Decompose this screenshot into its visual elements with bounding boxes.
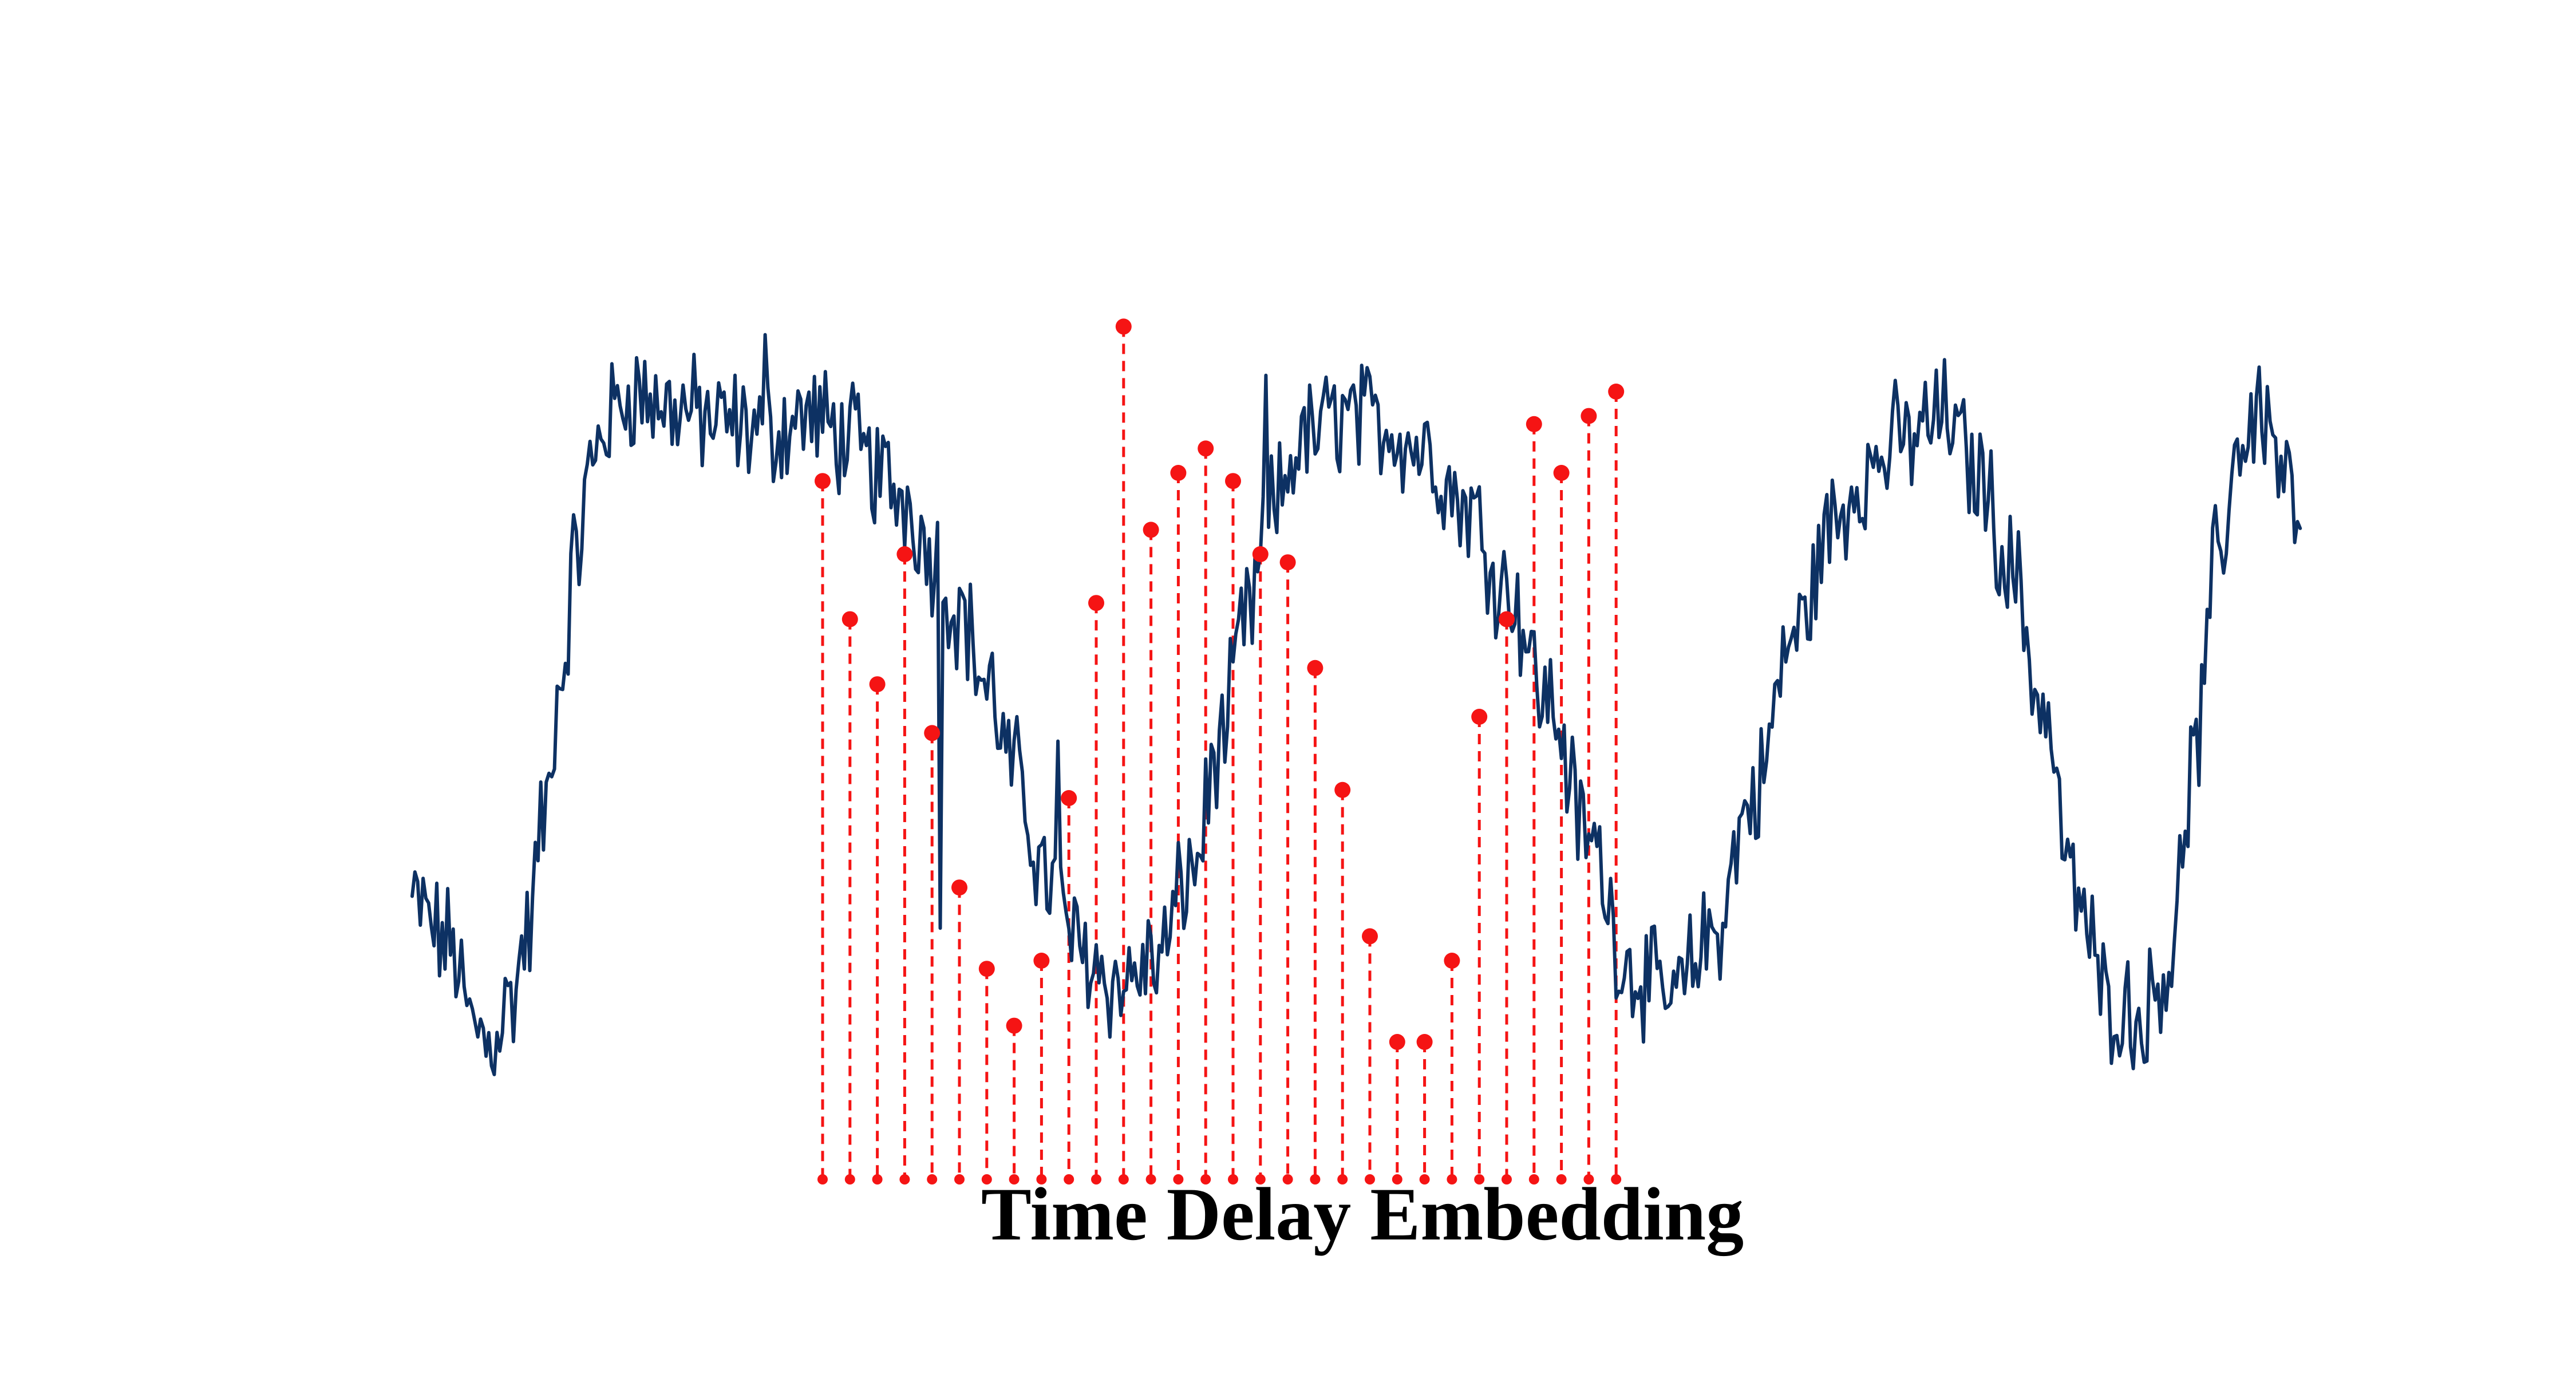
sample-point bbox=[1362, 928, 1378, 945]
baseline-sample-marker bbox=[1091, 1174, 1101, 1185]
baseline-sample-marker bbox=[1310, 1174, 1321, 1185]
baseline-sample-marker bbox=[1337, 1174, 1348, 1185]
baseline-sample-marker bbox=[817, 1174, 828, 1185]
sample-point bbox=[1198, 440, 1214, 457]
baseline-sample-marker bbox=[1173, 1174, 1184, 1185]
sample-point bbox=[869, 676, 886, 693]
baseline-sample-markers bbox=[817, 1174, 1622, 1185]
baseline-sample-marker bbox=[1365, 1174, 1375, 1185]
baseline-sample-marker bbox=[1502, 1174, 1512, 1185]
baseline-sample-marker bbox=[1447, 1174, 1457, 1185]
sample-point bbox=[1444, 953, 1460, 969]
sample-point bbox=[924, 725, 941, 741]
baseline-sample-marker bbox=[1064, 1174, 1074, 1185]
baseline-sample-marker bbox=[1556, 1174, 1567, 1185]
baseline-sample-marker bbox=[872, 1174, 883, 1185]
baseline-sample-marker bbox=[1528, 1174, 1539, 1185]
baseline-sample-marker bbox=[927, 1174, 938, 1185]
baseline-sample-marker bbox=[1419, 1174, 1430, 1185]
baseline-sample-marker bbox=[1255, 1174, 1266, 1185]
baseline-sample-marker bbox=[899, 1174, 910, 1185]
sample-point bbox=[1115, 318, 1132, 335]
sample-point bbox=[1279, 554, 1296, 571]
sample-point bbox=[1143, 522, 1159, 538]
baseline-sample-marker bbox=[1228, 1174, 1238, 1185]
sample-point bbox=[1553, 465, 1570, 481]
sample-point bbox=[896, 546, 913, 562]
sample-point bbox=[815, 473, 831, 489]
baseline-sample-marker bbox=[1474, 1174, 1485, 1185]
baseline-sample-marker bbox=[1282, 1174, 1293, 1185]
baseline-sample-marker bbox=[1145, 1174, 1156, 1185]
baseline-sample-marker bbox=[1118, 1174, 1129, 1185]
sample-point bbox=[1389, 1034, 1405, 1050]
sample-point bbox=[1170, 465, 1187, 481]
sample-point bbox=[951, 879, 967, 896]
baseline-sample-marker bbox=[1200, 1174, 1211, 1185]
sample-point bbox=[1334, 781, 1351, 798]
baseline-sample-marker bbox=[1611, 1174, 1622, 1185]
sample-point bbox=[1499, 611, 1515, 627]
sample-point bbox=[1006, 1017, 1022, 1034]
sample-point bbox=[841, 611, 858, 627]
sample-point bbox=[1416, 1034, 1433, 1050]
sample-point bbox=[1581, 408, 1597, 424]
sample-point bbox=[1252, 546, 1269, 562]
baseline-sample-marker bbox=[1392, 1174, 1402, 1185]
baseline-sample-marker bbox=[1583, 1174, 1594, 1185]
sample-points bbox=[815, 318, 1625, 1050]
sample-point bbox=[1061, 790, 1077, 806]
sample-point bbox=[1526, 416, 1542, 432]
sample-point bbox=[1608, 384, 1625, 400]
baseline-sample-marker bbox=[844, 1174, 855, 1185]
figure-caption: Time Delay Embedding bbox=[981, 1172, 1744, 1256]
sample-point bbox=[1471, 709, 1488, 725]
baseline-sample-marker bbox=[1009, 1174, 1020, 1185]
sample-point bbox=[1225, 473, 1241, 489]
sample-point bbox=[1088, 595, 1104, 611]
sample-point bbox=[978, 961, 995, 977]
sample-point bbox=[1033, 953, 1050, 969]
baseline-sample-marker bbox=[954, 1174, 965, 1185]
baseline-sample-marker bbox=[981, 1174, 992, 1185]
sample-point bbox=[1307, 660, 1323, 676]
baseline-sample-marker bbox=[1036, 1174, 1047, 1185]
time-series-line bbox=[410, 333, 2302, 1076]
